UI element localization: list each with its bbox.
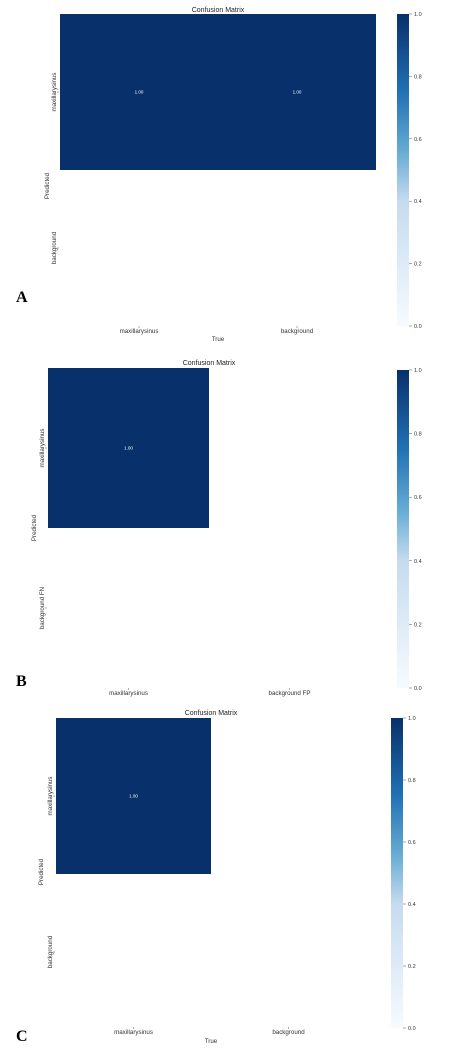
colorbar-tick-label: 0.6 bbox=[408, 840, 416, 846]
cell-value-label: 1.00 bbox=[129, 794, 138, 799]
cell-value-label: 1.00 bbox=[135, 90, 144, 95]
y-tick-label: maxillarysinus bbox=[51, 73, 58, 112]
colorbar-tick-label: 0.0 bbox=[414, 324, 422, 330]
y-axis-label: Predicted bbox=[31, 514, 38, 541]
colorbar-tick-label: 0.8 bbox=[414, 432, 422, 438]
x-tick-label: maxillarysinus bbox=[114, 1029, 153, 1036]
chart-title: Confusion Matrix bbox=[192, 7, 245, 14]
x-tick-label: background bbox=[281, 328, 314, 335]
colorbar-tick-label: 0.8 bbox=[408, 778, 416, 784]
y-tick-label: maxillarysinus bbox=[47, 777, 54, 816]
y-tick-label: background bbox=[51, 231, 58, 264]
heatmap-cell bbox=[56, 718, 211, 874]
heatmap-cell bbox=[60, 14, 218, 170]
panel-letter: B bbox=[16, 673, 27, 690]
colorbar-tick-label: 0.6 bbox=[414, 137, 422, 143]
x-tick-label: maxillarysinus bbox=[120, 328, 159, 335]
panel-letter: C bbox=[16, 1028, 28, 1045]
colorbar-tick-label: 0.0 bbox=[414, 686, 422, 692]
colorbar-tick-label: 0.2 bbox=[414, 622, 422, 628]
x-axis-label: True bbox=[205, 1038, 218, 1045]
y-tick-label: background bbox=[47, 935, 54, 968]
y-axis-label: Predicted bbox=[44, 172, 51, 199]
y-tick-label: background FN bbox=[39, 587, 46, 629]
x-axis-label: True bbox=[212, 336, 225, 343]
chart-title: Confusion Matrix bbox=[185, 710, 238, 717]
colorbar-tick-label: 0.4 bbox=[408, 902, 416, 908]
heatmap-cell bbox=[48, 368, 209, 528]
cell-value-label: 1.00 bbox=[124, 446, 133, 451]
confusion-matrix-panel-c: C Confusion Matrix 1.00 maxillarysinus backg… bbox=[16, 710, 416, 1045]
colorbar-tick-label: 0.2 bbox=[408, 964, 416, 970]
cell-value-label: 1.00 bbox=[293, 90, 302, 95]
x-tick-label: background bbox=[272, 1029, 305, 1036]
y-axis-label: Predicted bbox=[38, 858, 45, 885]
confusion-matrix-panel-b: B Confusion Matrix 1.00 maxillarysinus backg… bbox=[16, 360, 422, 697]
panel-letter: A bbox=[16, 289, 28, 306]
x-tick-label: maxillarysinus bbox=[109, 690, 148, 697]
colorbar-tick-label: 1.0 bbox=[414, 12, 422, 18]
colorbar bbox=[397, 370, 409, 688]
chart-title: Confusion Matrix bbox=[183, 360, 236, 367]
colorbar-tick-label: 0.0 bbox=[408, 1026, 416, 1032]
colorbar-tick-label: 0.4 bbox=[414, 559, 422, 565]
colorbar-tick-label: 0.6 bbox=[414, 495, 422, 501]
confusion-matrix-panel-a: A Confusion Matrix 1.00 1.00 maxillarysinus b… bbox=[16, 7, 422, 343]
colorbar-tick-label: 0.2 bbox=[414, 262, 422, 268]
heatmap-cell bbox=[218, 14, 376, 170]
colorbar-tick-label: 0.8 bbox=[414, 74, 422, 80]
colorbar bbox=[397, 14, 409, 326]
y-tick-label: maxillarysinus bbox=[39, 429, 46, 468]
colorbar-tick-label: 1.0 bbox=[408, 716, 416, 722]
colorbar-tick-label: 1.0 bbox=[414, 368, 422, 374]
colorbar bbox=[391, 718, 403, 1028]
colorbar-tick-label: 0.4 bbox=[414, 199, 422, 205]
x-tick-label: background FP bbox=[269, 690, 311, 697]
